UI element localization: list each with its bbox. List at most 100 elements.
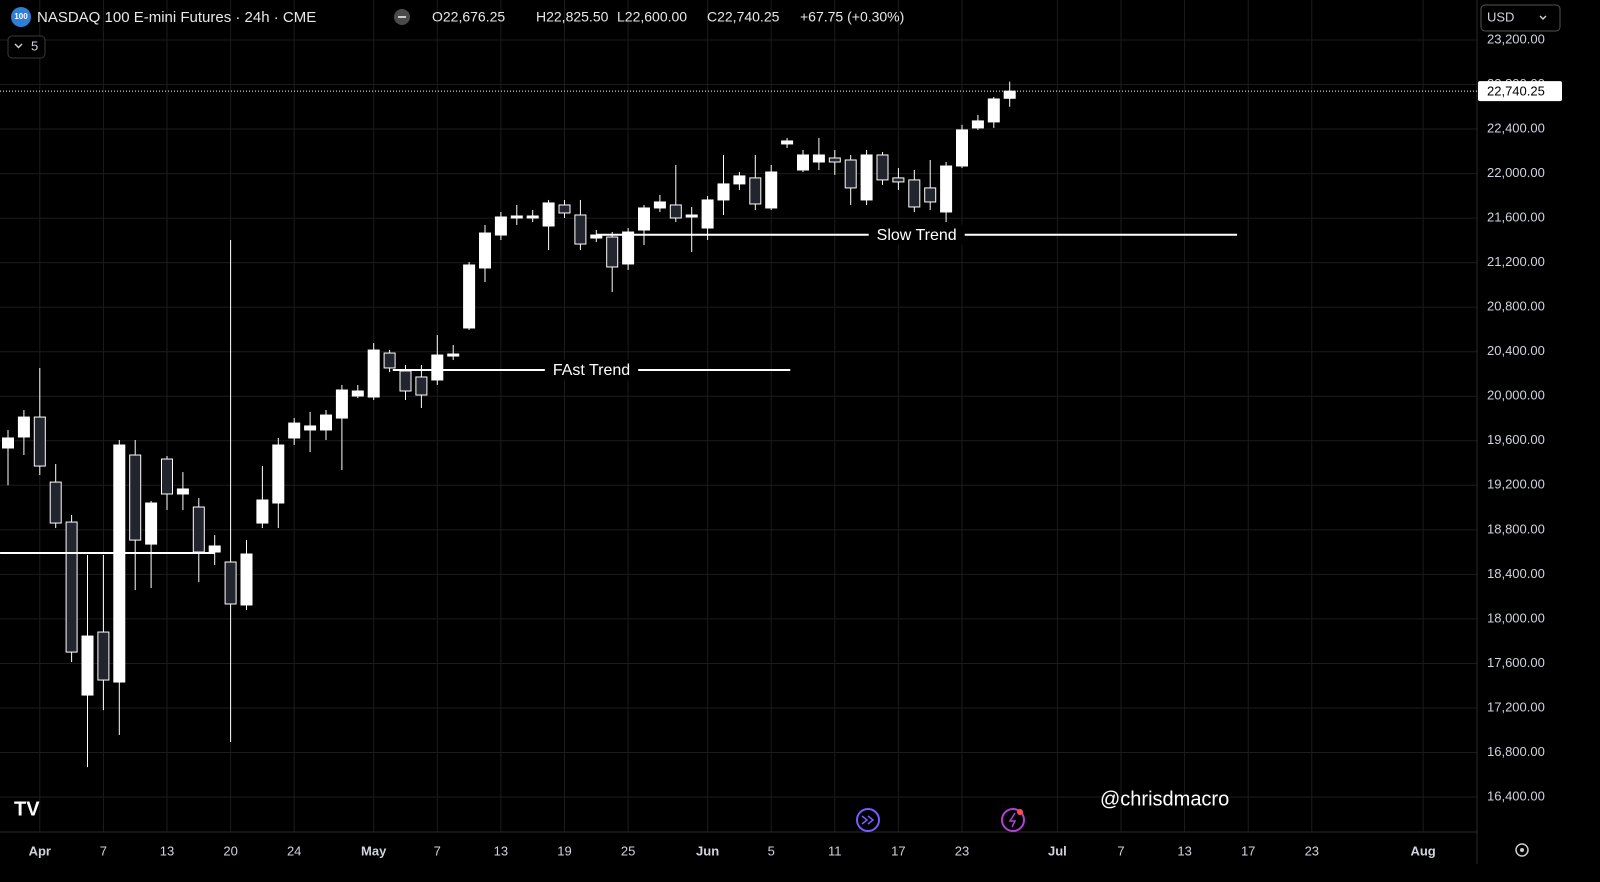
x-tick-label: 13 [494, 843, 508, 858]
x-tick-label: Apr [29, 843, 51, 858]
candle-body [717, 183, 730, 201]
candle-body [828, 157, 841, 163]
candle-body [208, 545, 221, 553]
y-tick-label: 16,800.00 [1487, 744, 1545, 759]
marks: Slow Trend FAst Trend [0, 81, 1238, 768]
candle-body [669, 204, 682, 219]
y-tick-label: 18,000.00 [1487, 610, 1545, 625]
candle-body [320, 414, 332, 431]
candle-body [701, 199, 714, 229]
candle-body [288, 422, 301, 439]
watermark: @chrisdmacro [1100, 788, 1229, 810]
candle-body [542, 202, 555, 227]
x-tick-label: 19 [557, 843, 571, 858]
dividend-icon-bolt [1008, 812, 1017, 828]
y-tick-label: 17,600.00 [1487, 655, 1545, 670]
candle-body [383, 352, 396, 369]
candle-body [685, 214, 698, 218]
x-tick-label: Jul [1048, 843, 1067, 858]
candle-body [494, 216, 507, 236]
candle-body [33, 416, 46, 467]
candle-body [81, 635, 94, 696]
y-tick-label: 23,200.00 [1487, 31, 1545, 46]
y-tick-label: 20,800.00 [1487, 299, 1545, 314]
y-tick-label: 19,600.00 [1487, 432, 1545, 447]
candle-body [574, 214, 587, 245]
x-tick-label: 5 [768, 843, 775, 858]
currency-label: USD [1487, 9, 1514, 24]
candle-body [797, 154, 809, 171]
dividend-icon[interactable] [1001, 808, 1025, 832]
candle-body [161, 458, 173, 495]
x-tick-label: 20 [223, 843, 237, 858]
candle-body [1003, 90, 1016, 99]
candle-body [956, 129, 968, 167]
x-tick-label: May [361, 843, 387, 858]
candle-body [987, 98, 1000, 123]
candle-body [940, 165, 953, 213]
x-tick-label: 13 [1177, 843, 1191, 858]
candle-body [415, 376, 428, 396]
tv-logo: TV [14, 798, 40, 820]
candle-body [860, 154, 873, 201]
x-tick-label: 17 [1241, 843, 1255, 858]
candle-body [65, 521, 78, 653]
candle-body [812, 154, 825, 163]
y-tick-label: 19,200.00 [1487, 477, 1545, 492]
y-tick-label: 20,000.00 [1487, 388, 1545, 403]
candle-body [892, 177, 905, 183]
candle-body [876, 154, 889, 181]
ohlc-low: L22,600.00 [617, 9, 687, 25]
candle-body [971, 120, 984, 129]
candle-body [479, 232, 491, 269]
x-tick-label: Jun [696, 843, 719, 858]
candle-body [431, 354, 444, 381]
candle-body [653, 201, 666, 209]
last-price-label: 22,740.25 [1487, 84, 1545, 99]
candle-body [765, 171, 778, 209]
candle-body [113, 444, 126, 683]
toggle-icon-bar [398, 16, 406, 18]
y-tick-label: 18,800.00 [1487, 521, 1545, 536]
ohlc-open: O22,676.25 [432, 9, 505, 25]
settings-icon-core [1520, 848, 1524, 852]
currency-select[interactable] [1480, 4, 1561, 32]
x-tick-label: 7 [100, 843, 107, 858]
event-icon[interactable] [856, 808, 880, 832]
candle-body [272, 444, 285, 504]
candle-body [463, 264, 476, 329]
x-tick-label: 25 [621, 843, 635, 858]
symbol-icon[interactable] [11, 7, 31, 27]
event-icon-arrows [861, 815, 875, 825]
candle-body [638, 207, 650, 231]
y-tick-label: 21,200.00 [1487, 254, 1545, 269]
candle-body [733, 175, 746, 185]
candle-body [304, 425, 317, 431]
x-tick-label: 7 [434, 843, 441, 858]
candle-body [2, 437, 14, 449]
y-tick-label: 16,400.00 [1487, 788, 1545, 803]
candle-body [526, 215, 539, 219]
ohlc-change: +67.75 (+0.30%) [800, 9, 904, 25]
ohlc-high: H22,825.50 [536, 9, 609, 25]
x-tick-label: 7 [1117, 843, 1124, 858]
candle-body [49, 481, 62, 524]
x-tick-label: 24 [287, 843, 301, 858]
candle-body [510, 215, 523, 219]
symbol-icon-text: 100 [14, 12, 28, 21]
x-tick-label: 13 [160, 843, 174, 858]
trend-label-bg [868, 224, 965, 245]
candle-body [224, 561, 237, 605]
candle-body [240, 553, 253, 606]
candle-body [176, 488, 189, 495]
candle-body [256, 499, 269, 524]
symbol-title[interactable]: NASDAQ 100 E-mini Futures · 24h · CME [37, 9, 316, 26]
indicator-toggle[interactable] [7, 35, 46, 59]
settings-icon[interactable] [1515, 843, 1529, 857]
ohlc-close: C22,740.25 [707, 9, 780, 25]
x-tick-label: 23 [1305, 843, 1319, 858]
candle-body [399, 370, 412, 392]
indicator-count: 5 [31, 38, 38, 53]
